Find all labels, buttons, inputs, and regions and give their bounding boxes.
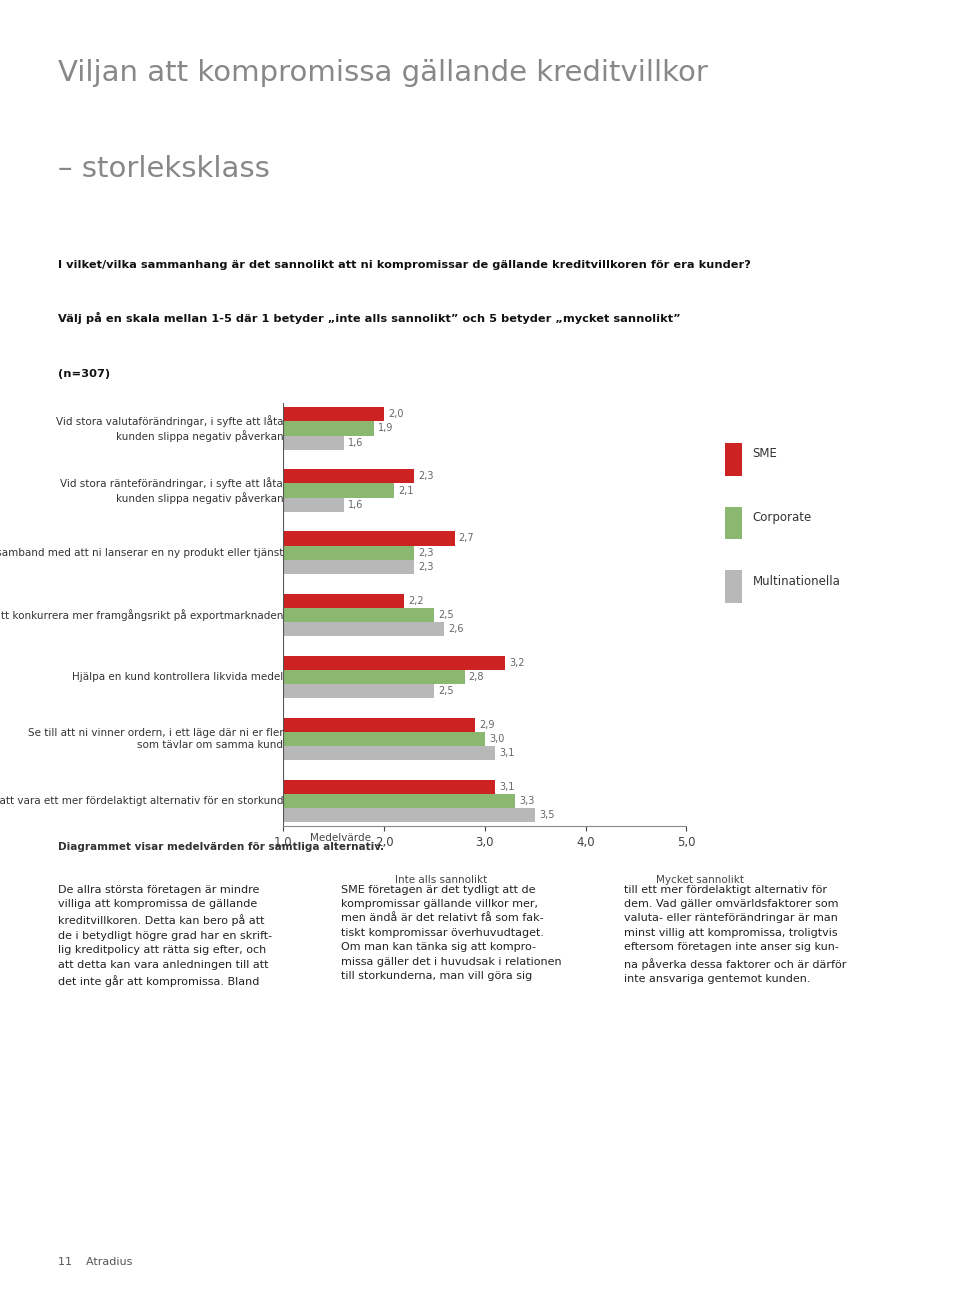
Text: 2,3: 2,3 [419, 471, 434, 481]
Bar [283, 484, 394, 497]
Text: Välj på en skala mellan 1-5 där 1 betyder „inte alls sannolikt” och 5 betyder „m: Välj på en skala mellan 1-5 där 1 betyde… [58, 312, 681, 324]
Text: SME företagen är det tydligt att de
kompromissar gällande villkor mer,
men ändå : SME företagen är det tydligt att de komp… [341, 885, 562, 981]
Text: (n=307): (n=307) [58, 369, 109, 380]
Text: Mycket sannolikt: Mycket sannolikt [656, 874, 744, 885]
Text: 3,5: 3,5 [540, 811, 555, 820]
Bar [283, 656, 505, 670]
Text: 3,1: 3,1 [499, 748, 515, 758]
Text: De allra största företagen är mindre
villiga att kompromissa de gällande
kreditv: De allra största företagen är mindre vil… [58, 885, 272, 987]
Text: 2,6: 2,6 [448, 624, 464, 634]
Bar [283, 670, 465, 684]
Bar [725, 442, 742, 476]
Bar [283, 732, 485, 745]
Text: Vid stora ränteförändringar, i syfte att låta
kunden slippa negativ påverkan: Vid stora ränteförändringar, i syfte att… [60, 477, 283, 503]
Text: I samband med att ni lanserar en ny produkt eller tjänst: I samband med att ni lanserar en ny prod… [0, 548, 283, 558]
Bar [283, 470, 415, 484]
Text: 2,1: 2,1 [398, 485, 414, 496]
Bar [283, 779, 495, 794]
Text: Viljan att kompromissa gällande kreditvillkor: Viljan att kompromissa gällande kreditvi… [58, 59, 708, 87]
Text: Hjälpa en kund kontrollera likvida medel: Hjälpa en kund kontrollera likvida medel [72, 671, 283, 682]
Bar [283, 593, 404, 608]
Text: 2,2: 2,2 [408, 596, 423, 605]
Text: 1,9: 1,9 [378, 423, 394, 433]
Text: 3,0: 3,0 [489, 734, 504, 744]
Text: – storleksklass: – storleksklass [58, 155, 270, 183]
Text: 1,6: 1,6 [348, 500, 363, 510]
Text: 2,3: 2,3 [419, 562, 434, 571]
Text: Multinationella: Multinationella [753, 575, 840, 588]
Text: 3,1: 3,1 [499, 782, 515, 792]
Text: 2,9: 2,9 [479, 719, 494, 730]
Text: Se till att ni vinner ordern, i ett läge där ni er fler
som tävlar om samma kund: Se till att ni vinner ordern, i ett läge… [28, 727, 283, 751]
Text: För att konkurrera mer framgångsrikt på exportmarknaden: För att konkurrera mer framgångsrikt på … [0, 609, 283, 621]
Text: 3,2: 3,2 [509, 658, 524, 667]
Text: För att vara ett mer fördelaktigt alternativ för en storkund: För att vara ett mer fördelaktigt altern… [0, 796, 283, 807]
Text: 1,6: 1,6 [348, 437, 363, 448]
Text: 3,3: 3,3 [519, 796, 535, 807]
Text: Medelvärde: Medelvärde [310, 833, 372, 843]
Text: Kreditrutiner: Kreditrutiner [838, 17, 926, 30]
Bar [283, 608, 434, 622]
Text: 2,7: 2,7 [459, 533, 474, 544]
Text: 2,5: 2,5 [439, 610, 454, 619]
Text: 2,5: 2,5 [439, 686, 454, 696]
Text: Diagrammet visar medelvärden för samtliga alternativ.: Diagrammet visar medelvärden för samtlig… [58, 842, 384, 852]
Bar [283, 436, 344, 450]
Bar [283, 794, 515, 808]
Text: 11    Atradius: 11 Atradius [58, 1257, 132, 1267]
Bar [283, 684, 434, 699]
Bar [283, 531, 455, 545]
Bar [283, 745, 495, 760]
Text: 2,3: 2,3 [419, 548, 434, 558]
Bar [283, 622, 444, 636]
Text: I vilket/vilka sammanhang är det sannolikt att ni kompromissar de gällande kredi: I vilket/vilka sammanhang är det sannoli… [58, 260, 751, 271]
Text: Vid stora valutaförändringar, i syfte att låta
kunden slippa negativ påverkan: Vid stora valutaförändringar, i syfte at… [56, 415, 283, 442]
Bar [283, 422, 373, 436]
Text: 2,8: 2,8 [468, 671, 484, 682]
Text: till ett mer fördelaktigt alternativ för
dem. Vad gäller omvärldsfaktorer som
va: till ett mer fördelaktigt alternativ för… [624, 885, 847, 984]
Text: 2,0: 2,0 [388, 410, 403, 419]
Bar [283, 497, 344, 511]
Bar [283, 545, 415, 559]
Text: SME: SME [753, 448, 778, 461]
Text: Inte alls sannolikt: Inte alls sannolikt [396, 874, 488, 885]
Bar [725, 506, 742, 540]
Bar [283, 808, 536, 822]
Bar [283, 559, 415, 574]
Text: Corporate: Corporate [753, 511, 812, 524]
Bar [283, 718, 474, 732]
Bar [283, 407, 384, 422]
Bar [725, 570, 742, 604]
